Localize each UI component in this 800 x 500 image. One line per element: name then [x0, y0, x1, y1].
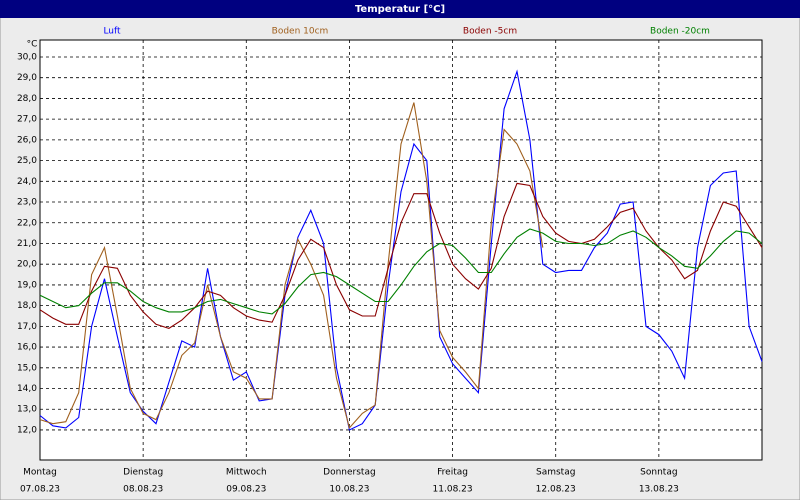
legend-entry: Boden 10cm — [272, 27, 329, 37]
x-tick-label: Sonntag — [640, 468, 677, 478]
x-tick-date: 08.08.23 — [123, 485, 163, 495]
x-tick-label: Donnerstag — [323, 468, 376, 478]
x-tick-label: Montag — [23, 468, 57, 478]
y-tick-label: 17,0 — [17, 322, 37, 332]
y-tick-label: 29,0 — [17, 73, 37, 83]
chart-title: Temperatur [°C] — [355, 4, 445, 15]
y-tick-label: 21,0 — [17, 239, 37, 249]
x-tick-date: 09.08.23 — [226, 485, 266, 495]
y-unit: °C — [27, 40, 38, 50]
y-tick-label: 30,0 — [17, 52, 37, 62]
y-tick-label: 12,0 — [17, 425, 37, 435]
plot-area — [39, 39, 763, 461]
x-tick-date: 13.08.23 — [639, 485, 679, 495]
y-tick-label: 27,0 — [17, 115, 37, 125]
legend-entry: Luft — [103, 27, 121, 37]
y-tick-label: 22,0 — [17, 218, 37, 228]
series-line — [39, 228, 763, 315]
y-tick-label: 18,0 — [17, 301, 37, 311]
legend-entry: Boden -5cm — [463, 27, 517, 37]
x-tick-date: 12.08.23 — [536, 485, 576, 495]
y-tick-label: 26,0 — [17, 135, 37, 145]
x-tick-label: Dienstag — [123, 468, 163, 478]
y-tick-label: 24,0 — [17, 177, 37, 187]
title-bar — [0, 0, 800, 18]
y-tick-label: 20,0 — [17, 260, 37, 270]
y-tick-label: 25,0 — [17, 156, 37, 166]
y-tick-label: 14,0 — [17, 384, 37, 394]
y-tick-label: 23,0 — [17, 198, 37, 208]
x-tick-label: Mittwoch — [226, 468, 267, 478]
legend-entry: Boden -20cm — [650, 27, 710, 37]
x-tick-date: 10.08.23 — [329, 485, 369, 495]
x-tick-label: Samstag — [536, 468, 575, 478]
x-tick-date: 11.08.23 — [433, 485, 473, 495]
y-tick-label: 16,0 — [17, 343, 37, 353]
y-tick-label: 15,0 — [17, 363, 37, 373]
series-line — [39, 102, 544, 430]
y-tick-label: 19,0 — [17, 280, 37, 290]
y-tick-label: 13,0 — [17, 405, 37, 415]
y-tick-label: 28,0 — [17, 94, 37, 104]
x-tick-label: Freitag — [437, 468, 468, 478]
x-tick-date: 07.08.23 — [20, 485, 60, 495]
series-line — [39, 182, 763, 330]
